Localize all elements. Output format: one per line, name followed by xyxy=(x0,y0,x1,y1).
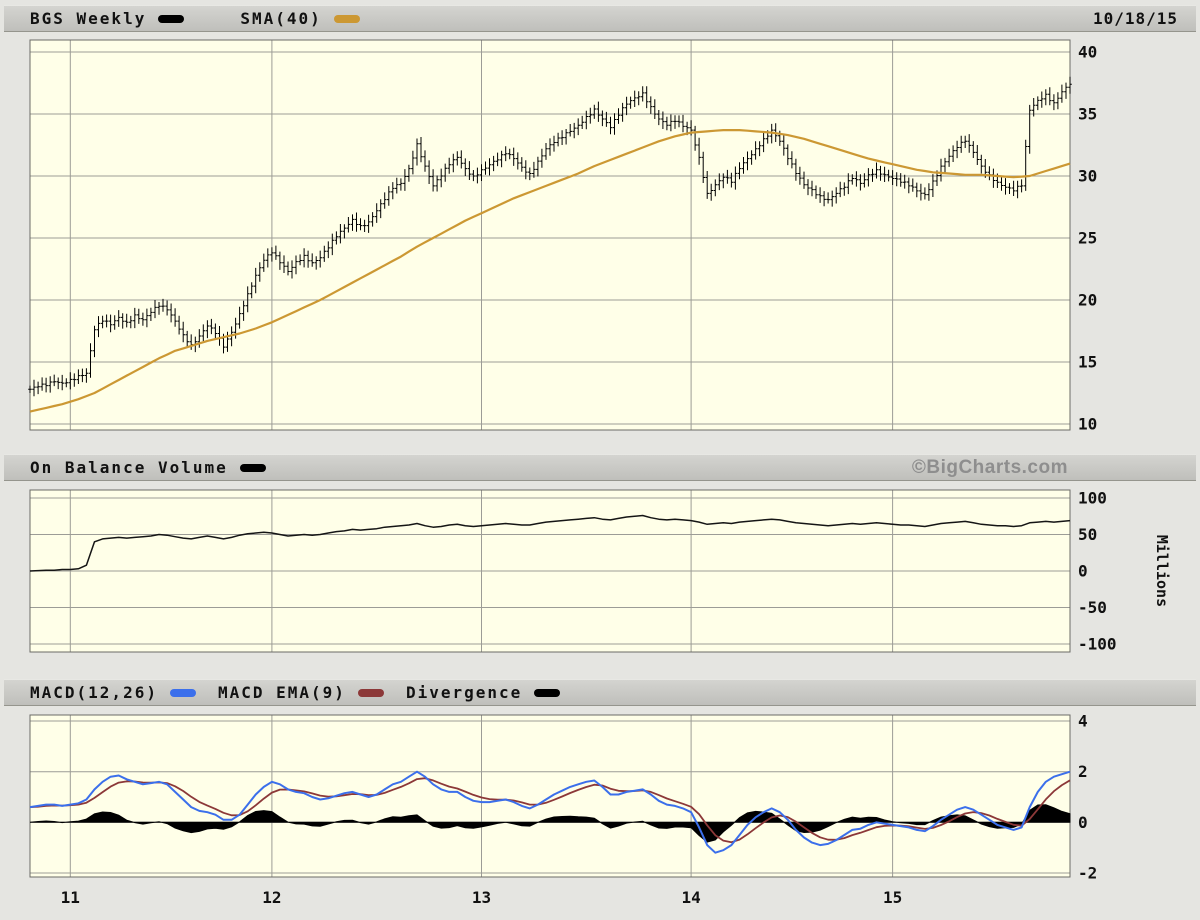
price-panel-legend: BGS Weekly SMA(40) 10/18/15 xyxy=(4,5,1196,32)
y-tick-label: -50 xyxy=(1078,598,1107,617)
x-axis-year-label: 14 xyxy=(681,888,700,907)
millions-axis-label: Millions xyxy=(1153,535,1171,607)
y-tick-label: 30 xyxy=(1078,167,1097,186)
obv-swatch-icon xyxy=(239,463,266,472)
y-tick-label: 25 xyxy=(1078,229,1097,248)
y-tick-label: 50 xyxy=(1078,525,1097,544)
x-axis-year-label: 11 xyxy=(61,888,80,907)
plot-background xyxy=(30,40,1070,430)
sma-label: SMA(40) xyxy=(240,9,322,28)
sma-swatch-icon xyxy=(333,14,360,23)
symbol-label: BGS Weekly xyxy=(30,9,147,28)
y-tick-label: 2 xyxy=(1078,762,1088,781)
y-tick-label: 0 xyxy=(1078,813,1088,832)
obv-label: On Balance Volume xyxy=(30,458,228,477)
macd-chart: 4 2 0 -2 11 12 13 14 15 xyxy=(29,712,1097,907)
y-tick-label: 100 xyxy=(1078,489,1107,508)
divergence-label: Divergence xyxy=(405,683,523,702)
y-tick-label: 35 xyxy=(1078,105,1097,124)
macd-panel-legend: MACD(12,26) MACD EMA(9) Divergence xyxy=(4,679,1196,706)
y-tick-label: 4 xyxy=(1078,712,1088,731)
chart-date: 10/18/15 xyxy=(1092,9,1178,28)
price-bars xyxy=(28,76,1072,397)
macd-swatch-icon xyxy=(169,688,196,697)
obv-line xyxy=(29,514,1071,572)
sma-line xyxy=(29,129,1071,413)
plot-border xyxy=(29,714,1071,878)
y-tick-label: 40 xyxy=(1078,43,1097,62)
price-chart: 40 35 30 25 20 15 10 xyxy=(28,39,1097,434)
y-tick-label: 15 xyxy=(1078,353,1097,372)
macd-ema-label: MACD EMA(9) xyxy=(217,683,346,702)
divergence-area xyxy=(29,804,1071,843)
obv-panel-legend: On Balance Volume ©BigCharts.com xyxy=(4,454,1196,481)
y-tick-label: -100 xyxy=(1078,635,1117,654)
price-series-swatch-icon xyxy=(158,14,185,23)
x-axis-year-label: 12 xyxy=(262,888,281,907)
x-axis-year-label: 13 xyxy=(472,888,491,907)
y-tick-label: 20 xyxy=(1078,291,1097,310)
gridlines xyxy=(30,40,1070,430)
x-axis-year-label: 15 xyxy=(883,888,902,907)
plot-border xyxy=(29,39,1071,431)
bigcharts-watermark: ©BigCharts.com xyxy=(911,456,1068,478)
divergence-swatch-icon xyxy=(534,688,561,697)
y-tick-label: 10 xyxy=(1078,415,1097,434)
y-tick-label: 0 xyxy=(1078,562,1088,581)
macd-ema-swatch-icon xyxy=(357,688,384,697)
macd-label: MACD(12,26) xyxy=(30,683,158,702)
gridlines xyxy=(30,490,1070,652)
y-tick-label: -2 xyxy=(1078,864,1097,883)
macd-line xyxy=(29,770,1071,854)
obv-chart: 100 50 0 -50 -100 Millions xyxy=(29,489,1171,654)
